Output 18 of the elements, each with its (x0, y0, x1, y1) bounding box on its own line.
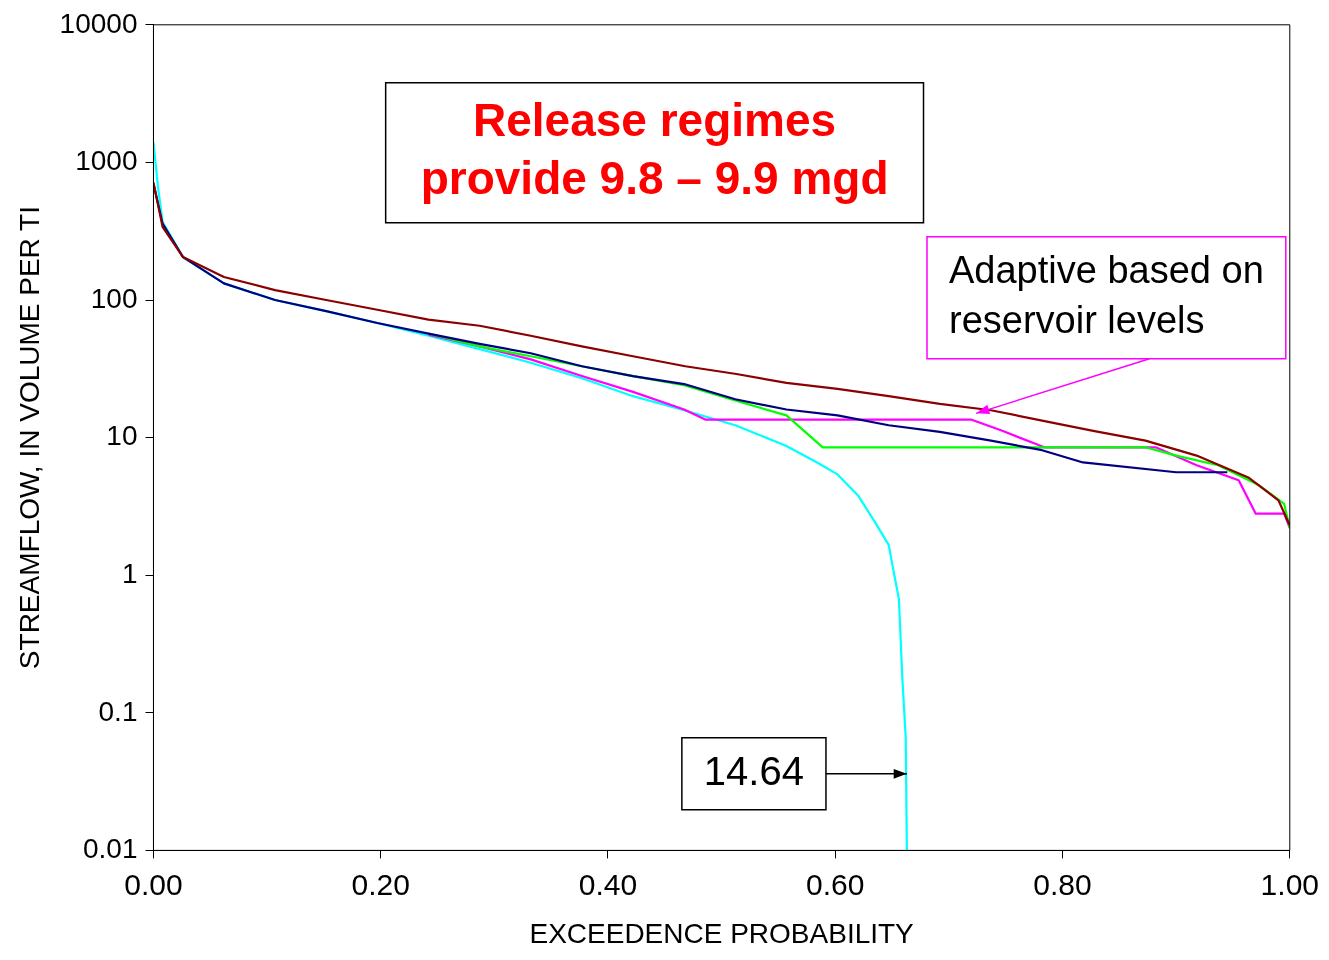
x-tick-label: 0.40 (578, 867, 638, 901)
y-axis-title: STREAMFLOW, IN VOLUME PER TI (13, 206, 45, 670)
x-tick-label: 1.00 (1260, 867, 1319, 901)
annotation: Release regimes provide 9.8 – 9.9 mgd (420, 94, 889, 205)
y-tick-label: 0.01 (82, 833, 138, 865)
annotation: Adaptive based on reservoir levels (949, 249, 1264, 342)
x-axis-title: EXCEEDENCE PROBABILITY (529, 917, 915, 949)
y-tick-label: 100 (90, 282, 138, 314)
annotation: 14.64 (703, 748, 804, 793)
x-tick-label: 0.00 (124, 867, 183, 901)
y-tick-label: 1 (121, 557, 138, 589)
x-tick-label: 0.60 (806, 867, 865, 901)
y-tick-label: 10000 (59, 7, 138, 39)
x-tick-label: 0.20 (351, 867, 410, 901)
x-tick-label: 0.80 (1033, 867, 1092, 901)
y-tick-label: 10 (106, 420, 138, 452)
y-tick-label: 1000 (75, 145, 138, 177)
y-tick-label: 0.1 (98, 695, 138, 727)
